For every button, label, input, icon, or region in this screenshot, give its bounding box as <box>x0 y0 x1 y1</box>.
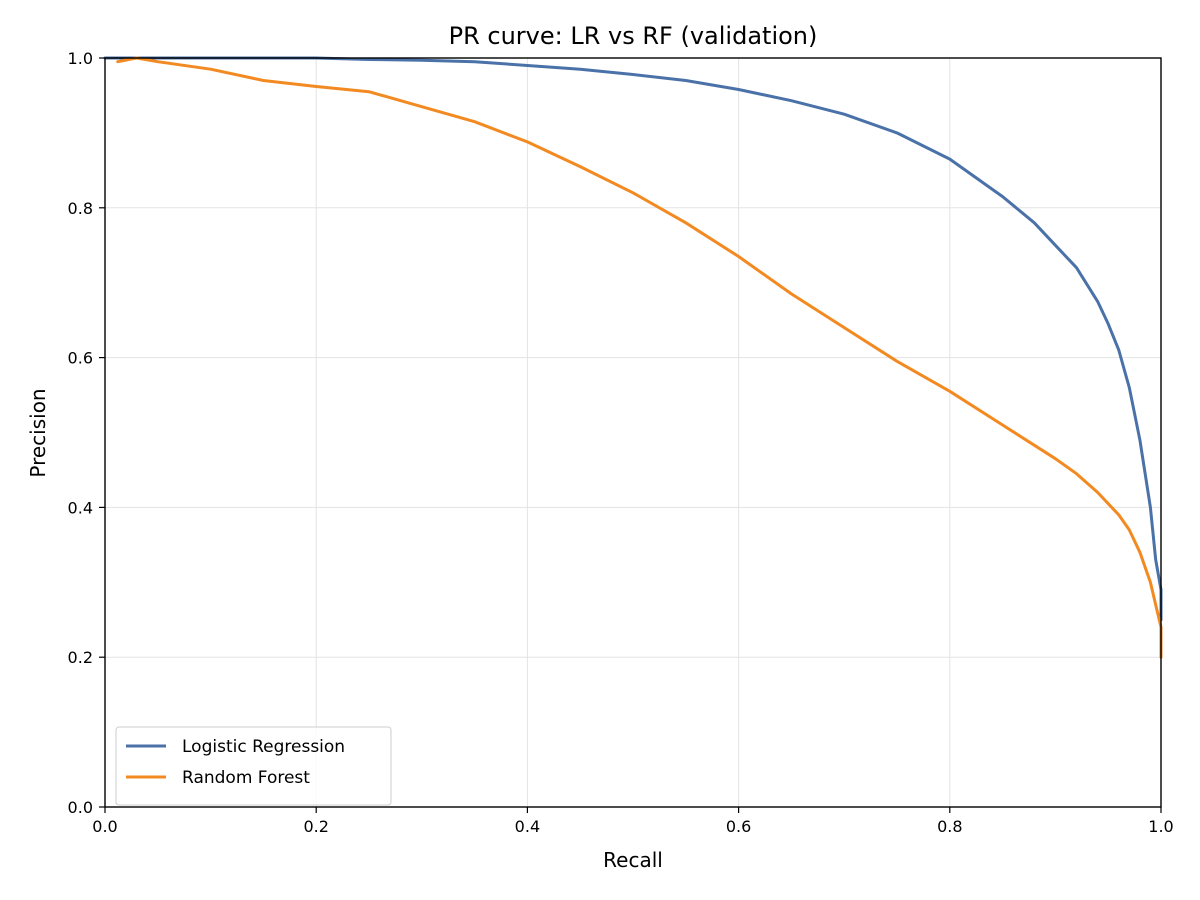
legend-label-logistic-regression: Logistic Regression <box>182 737 345 757</box>
x-tick-label: 0.2 <box>303 817 328 836</box>
x-tick-label: 0.6 <box>726 817 751 836</box>
y-axis-ticks: 0.0 0.2 0.4 0.6 0.8 1.0 <box>68 49 105 817</box>
legend-label-random-forest: Random Forest <box>182 768 310 788</box>
y-tick-label: 0.6 <box>68 349 93 368</box>
y-tick-label: 0.2 <box>68 648 93 667</box>
chart-title: PR curve: LR vs RF (validation) <box>449 22 818 50</box>
x-axis-label: Recall <box>603 848 663 872</box>
y-tick-label: 1.0 <box>68 49 93 68</box>
legend-box <box>115 726 392 806</box>
x-tick-label: 1.0 <box>1148 817 1173 836</box>
series-lines <box>103 56 1163 659</box>
x-tick-label: 0.4 <box>515 817 540 836</box>
x-tick-label: 0.0 <box>92 817 117 836</box>
legend: Logistic Regression Random Forest <box>115 726 392 806</box>
y-tick-label: 0.4 <box>68 498 93 517</box>
series-line-random-forest <box>116 56 1163 659</box>
series-line-logistic-regression <box>103 56 1163 622</box>
y-axis-label: Precision <box>26 388 50 477</box>
y-tick-label: 0.8 <box>68 199 93 218</box>
y-tick-label: 0.0 <box>68 798 93 817</box>
grid-lines <box>104 57 1162 808</box>
x-tick-label: 0.8 <box>937 817 962 836</box>
x-axis-ticks: 0.0 0.2 0.4 0.6 0.8 1.0 <box>92 807 1174 836</box>
axes-frame <box>104 57 1162 808</box>
